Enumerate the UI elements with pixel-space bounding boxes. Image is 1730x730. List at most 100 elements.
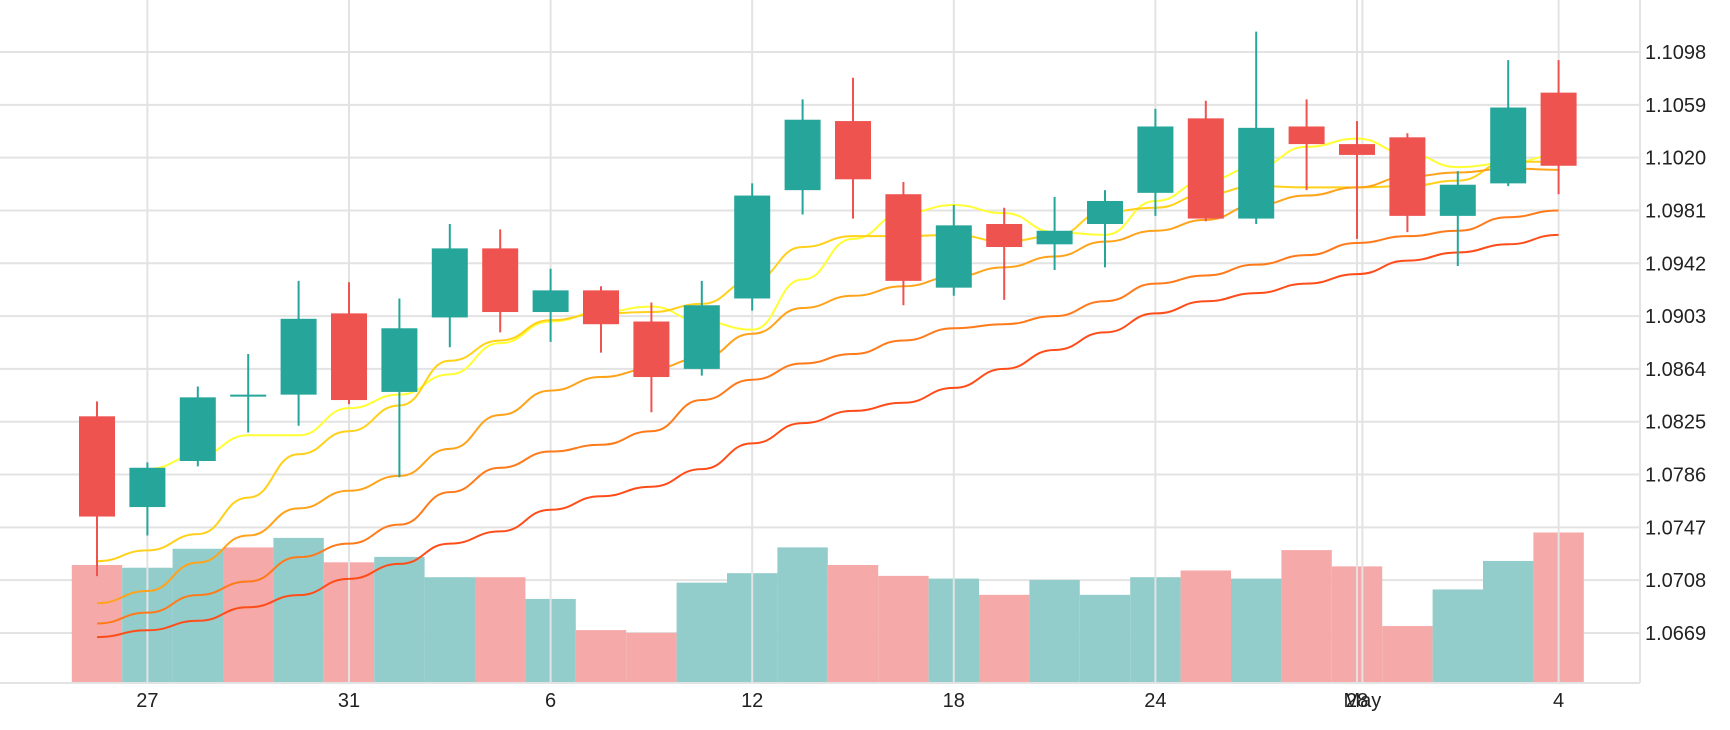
candle-body <box>1540 92 1577 166</box>
moving-average-line <box>147 137 1559 471</box>
y-tick-label: 1.1098 <box>1645 42 1706 64</box>
volume-bar <box>273 537 324 683</box>
candle-body <box>1389 137 1426 216</box>
volume-bar <box>1281 550 1332 683</box>
volume-bar <box>223 547 274 683</box>
candle-body <box>230 394 267 397</box>
candle-body <box>1490 107 1527 184</box>
candle-body <box>1087 200 1123 224</box>
moving-average-line <box>96 209 1559 625</box>
candle-body <box>633 321 670 378</box>
volume-layer <box>71 532 1584 683</box>
x-tick-label: 18 <box>943 690 965 712</box>
x-tick-label: 4 <box>1553 690 1564 712</box>
candle <box>633 302 670 413</box>
candle <box>986 207 1023 300</box>
candle-body <box>280 318 317 395</box>
candle <box>1238 31 1275 224</box>
volume-bar <box>424 577 475 683</box>
x-tick-label: 31 <box>338 690 360 712</box>
candle-body <box>1036 230 1073 245</box>
candle <box>885 182 922 306</box>
candle <box>1540 60 1577 195</box>
candle <box>79 401 115 577</box>
candle-body <box>986 223 1023 248</box>
candle <box>1288 99 1325 191</box>
candle-body <box>381 328 418 392</box>
x-tick-label: May <box>1344 690 1382 712</box>
candle <box>835 77 871 219</box>
candle-body <box>1439 184 1476 216</box>
candle-body <box>583 290 619 325</box>
candle <box>1187 100 1224 222</box>
volume-bar <box>626 632 677 683</box>
moving-average-line <box>96 167 1559 605</box>
y-tick-label: 1.0864 <box>1645 359 1706 381</box>
candle-body <box>734 195 771 299</box>
candle <box>532 268 569 342</box>
candle-body <box>1137 126 1174 193</box>
x-tick-label: 27 <box>136 690 158 712</box>
candle <box>179 386 216 467</box>
volume-bar <box>676 582 727 683</box>
candle <box>129 462 166 536</box>
candle-body <box>79 416 115 517</box>
volume-bar <box>1029 579 1080 683</box>
volume-bar <box>374 556 425 683</box>
candle-body <box>1238 127 1275 219</box>
candle-body <box>935 225 972 288</box>
x-tick-label: 6 <box>545 690 556 712</box>
candle-body <box>885 194 922 281</box>
volume-bar <box>172 548 223 683</box>
y-tick-label: 1.0669 <box>1645 623 1706 645</box>
candle <box>381 298 418 478</box>
candle <box>331 282 367 405</box>
candle <box>1137 108 1174 216</box>
candle-body <box>1288 126 1325 145</box>
x-tick-label: 24 <box>1144 690 1166 712</box>
y-tick-label: 1.0786 <box>1645 465 1706 487</box>
candle <box>1490 60 1527 187</box>
y-tick-label: 1.0747 <box>1645 517 1706 539</box>
volume-bar <box>777 547 828 683</box>
y-tick-label: 1.1020 <box>1645 148 1706 170</box>
candle-body <box>331 313 367 401</box>
y-tick-label: 1.0825 <box>1645 412 1706 434</box>
volume-bar <box>1079 594 1131 683</box>
candle <box>482 229 519 333</box>
candle <box>280 280 317 426</box>
volume-bar <box>878 575 929 683</box>
candle <box>1389 133 1426 233</box>
candle <box>1439 171 1476 266</box>
x-tick-label: 28 <box>1346 690 1368 712</box>
y-tick-label: 1.1059 <box>1645 95 1706 117</box>
volume-bar <box>1180 570 1231 683</box>
volume-bar <box>475 577 526 683</box>
candle <box>230 354 267 433</box>
volume-bar <box>1382 626 1433 683</box>
candle-body <box>1339 144 1375 155</box>
volume-bar <box>575 630 627 683</box>
candle <box>683 280 720 376</box>
candle <box>784 99 821 215</box>
volume-bar <box>1483 560 1534 683</box>
candle-body <box>431 248 468 318</box>
volume-bar <box>1231 578 1282 683</box>
y-tick-label: 1.0942 <box>1645 253 1706 275</box>
candle-body <box>129 467 166 508</box>
candle-body <box>179 397 216 462</box>
y-tick-label: 1.0903 <box>1645 306 1706 328</box>
volume-bar <box>1432 589 1483 683</box>
candle-body <box>1187 118 1224 219</box>
candle <box>583 286 619 353</box>
candle-body <box>532 290 569 313</box>
candle <box>1339 121 1375 239</box>
volume-bar <box>827 565 879 683</box>
candle <box>431 223 468 348</box>
moving-average-line <box>96 233 1559 639</box>
candle-layer <box>79 31 1577 577</box>
candle <box>1087 190 1123 268</box>
candle <box>734 183 771 311</box>
y-tick-label: 1.0708 <box>1645 570 1706 592</box>
